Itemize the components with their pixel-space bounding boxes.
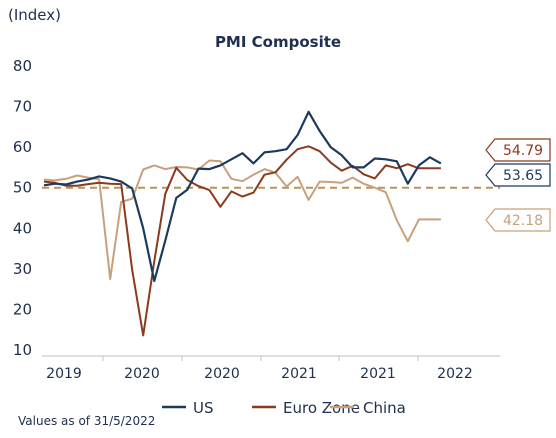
x-tick-label: 2020	[204, 366, 240, 382]
y-tick-label: 50	[13, 179, 32, 197]
chart-title: PMI Composite	[214, 33, 342, 51]
series-line-euro-zone	[43, 145, 441, 337]
x-tick-label: 2021	[360, 366, 396, 382]
series-line-us	[43, 110, 442, 283]
legend-label-us: US	[193, 399, 214, 417]
y-tick-label: 20	[13, 300, 32, 318]
end-label-euro-zone: 54.79	[503, 143, 543, 159]
legend-label-euro-zone: Euro Zone	[283, 399, 360, 417]
y-axis-unit: (Index)	[8, 6, 61, 24]
x-tick-label: 2020	[124, 366, 160, 382]
end-label-box-us	[485, 163, 551, 187]
x-tick-label: 2022	[437, 366, 473, 382]
end-label-box-euro-zone	[485, 138, 551, 162]
y-tick-label: 60	[13, 138, 32, 156]
x-tick-label: 2019	[46, 366, 82, 382]
y-tick-label: 30	[13, 260, 32, 278]
y-tick-label: 40	[13, 219, 32, 237]
end-label-china: 42.18	[503, 213, 543, 229]
y-tick-label: 10	[13, 341, 32, 359]
y-tick-label: 80	[13, 57, 32, 75]
end-label-box-china	[485, 208, 551, 232]
series-line-china	[43, 159, 441, 280]
end-label-us: 53.65	[503, 168, 543, 184]
x-tick-label: 2021	[281, 366, 317, 382]
footnote: Values as of 31/5/2022	[18, 414, 156, 428]
legend-label-china: China	[363, 399, 406, 417]
y-tick-label: 70	[13, 98, 32, 116]
